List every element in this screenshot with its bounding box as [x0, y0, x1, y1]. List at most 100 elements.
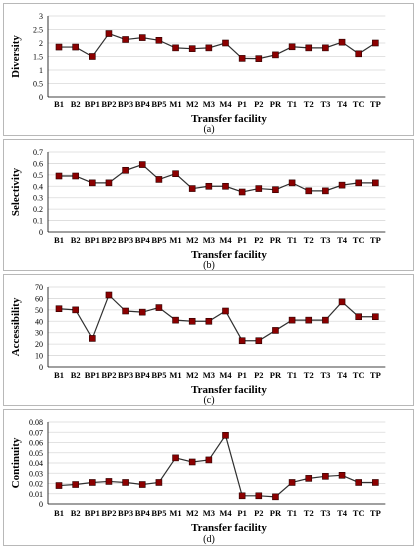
data-point-marker [338, 181, 346, 189]
x-tick-label: BP2 [101, 235, 116, 245]
data-point-marker [288, 179, 296, 187]
x-tick-label: M4 [219, 99, 232, 109]
x-tick-label: T2 [304, 508, 314, 518]
x-tick-label: PR [270, 99, 282, 109]
data-point-marker [72, 172, 79, 180]
data-point-marker [188, 45, 196, 52]
x-axis-title: Transfer facility [191, 113, 267, 125]
data-point-marker [238, 188, 246, 196]
data-point-marker [205, 456, 213, 464]
y-tick-label: 60 [35, 294, 43, 303]
x-tick-label: BP2 [101, 99, 116, 109]
data-point-marker [55, 305, 63, 313]
x-tick-label: M2 [186, 235, 198, 245]
data-point-marker [338, 471, 346, 479]
data-point-marker [288, 316, 296, 324]
x-tick-label: M2 [186, 508, 198, 518]
x-tick-label: P1 [237, 235, 246, 245]
x-tick-label: B1 [54, 235, 64, 245]
data-point-marker [222, 39, 229, 47]
data-point-marker [305, 475, 313, 482]
data-point-marker [372, 479, 379, 486]
x-tick-label: B2 [71, 370, 81, 380]
panel-label-d: (d) [203, 534, 215, 545]
data-point-marker [89, 479, 96, 486]
x-tick-label: TC [353, 235, 365, 245]
data-point-marker [105, 478, 113, 485]
y-axis-title: Diversity [10, 35, 22, 78]
x-tick-label: T2 [304, 370, 314, 380]
y-tick-label: 0.6 [33, 159, 43, 168]
y-tick-label: 0.1 [33, 217, 43, 226]
x-tick-label: TC [353, 508, 365, 518]
y-tick-label: 0.08 [29, 418, 43, 427]
x-tick-label: T1 [287, 508, 297, 518]
data-point-marker [122, 36, 129, 43]
x-tick-label: B2 [71, 99, 81, 109]
data-point-marker [272, 493, 279, 501]
data-point-marker [55, 172, 63, 180]
data-point-marker [372, 313, 379, 321]
y-tick-label: 20 [35, 340, 43, 349]
x-tick-label: TP [370, 508, 381, 518]
data-point-marker [222, 307, 229, 315]
data-point-marker [105, 30, 113, 37]
x-tick-label: BP4 [135, 235, 151, 245]
data-point-marker [255, 492, 263, 500]
data-point-marker [288, 479, 296, 486]
data-point-marker [272, 51, 279, 59]
y-tick-label: 50 [35, 306, 43, 315]
y-tick-label: 30 [35, 329, 43, 338]
data-point-marker [322, 473, 329, 480]
y-tick-label: 0.06 [29, 439, 43, 448]
data-point-marker [172, 44, 179, 52]
x-tick-label: M2 [186, 99, 198, 109]
y-tick-label: 0.05 [29, 449, 43, 458]
x-tick-label: M1 [169, 508, 181, 518]
data-point-marker [72, 481, 79, 488]
data-point-marker [355, 179, 363, 187]
y-tick-label: 0 [39, 93, 43, 102]
x-tick-label: M3 [203, 235, 215, 245]
x-axis-title: Transfer facility [191, 249, 267, 261]
data-point-marker [72, 43, 79, 51]
data-point-marker [355, 479, 363, 486]
chart-d: 00.010.02 0.030.040.050.06 0.070.08 B1 B2 BP1… [10, 418, 386, 545]
x-tick-label: M3 [203, 508, 215, 518]
data-point-marker [272, 186, 279, 194]
x-tick-label: BP4 [135, 370, 151, 380]
panel-label-b: (b) [203, 260, 215, 270]
y-tick-label: 0.02 [29, 480, 43, 489]
x-tick-label: BP5 [151, 99, 166, 109]
x-tick-label: BP4 [135, 508, 151, 518]
x-tick-label: T2 [304, 99, 314, 109]
data-point-marker [338, 38, 346, 46]
data-point-marker [272, 327, 279, 334]
x-tick-label: BP3 [118, 99, 133, 109]
data-point-marker [238, 55, 246, 62]
chart-panel-d: 0 0.01 0.02 0.03 0.04 0.05 0.06 0.07 0.08 B1 B2 BP1… [3, 409, 414, 546]
data-point-marker [322, 316, 329, 324]
data-point-marker [172, 454, 179, 462]
y-tick-label: 0.2 [33, 205, 43, 214]
y-tick-label: 0 [39, 363, 43, 372]
y-tick-label: 70 [35, 283, 43, 292]
x-tick-label: P1 [237, 370, 246, 380]
data-point-marker [355, 50, 363, 58]
data-point-marker [222, 182, 229, 190]
x-tick-label: B1 [54, 370, 64, 380]
y-tick-label: 1 [39, 66, 43, 75]
x-tick-label: B1 [54, 99, 64, 109]
data-point-marker [155, 479, 163, 486]
x-tick-label: BP2 [101, 508, 116, 518]
data-point-marker [122, 479, 129, 486]
x-tick-label: TP [370, 99, 381, 109]
data-point-marker [322, 44, 329, 52]
data-point-marker [305, 187, 313, 195]
x-tick-label: M4 [219, 235, 232, 245]
x-tick-label: P1 [237, 99, 246, 109]
y-tick-label: 0.7 [33, 148, 43, 157]
y-tick-label: 0.5 [33, 80, 43, 89]
x-tick-label: P2 [254, 370, 263, 380]
x-tick-label: T3 [320, 99, 330, 109]
